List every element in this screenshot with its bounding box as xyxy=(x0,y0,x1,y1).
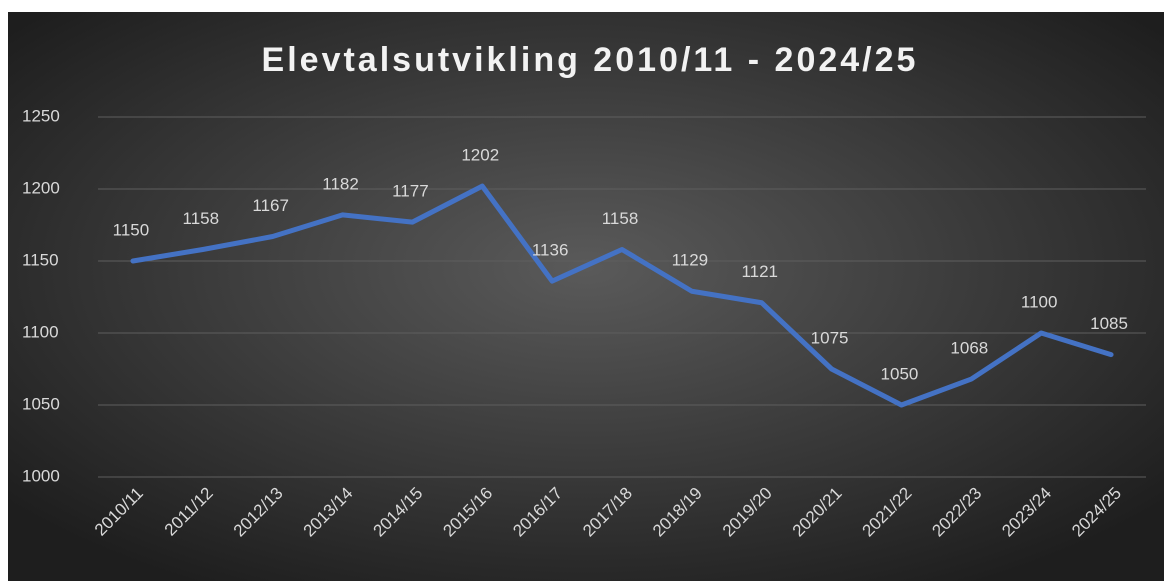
data-label: 1085 xyxy=(1090,314,1128,333)
y-tick-label: 1150 xyxy=(22,250,59,269)
data-label: 1202 xyxy=(461,146,499,165)
data-label: 1075 xyxy=(811,328,849,347)
data-label: 1150 xyxy=(113,220,150,239)
data-label: 1177 xyxy=(392,182,429,201)
chart-background xyxy=(8,12,1164,581)
data-label: 1136 xyxy=(532,241,569,260)
y-tick-label: 1000 xyxy=(22,466,60,485)
y-tick-label: 1050 xyxy=(22,394,60,413)
data-label: 1167 xyxy=(252,196,289,215)
data-label: 1100 xyxy=(1021,292,1058,311)
data-label: 1182 xyxy=(322,174,359,193)
line xyxy=(130,183,1114,408)
data-label: 1050 xyxy=(881,364,919,383)
data-label: 1121 xyxy=(741,262,778,281)
y-tick-label: 1200 xyxy=(22,178,60,197)
data-label: 1158 xyxy=(602,209,639,228)
data-label: 1068 xyxy=(950,339,988,358)
y-tick-label: 1100 xyxy=(22,322,59,341)
chart-title: Elevtalsutvikling 2010/11 - 2024/25 xyxy=(262,41,919,79)
y-tick-label: 1250 xyxy=(22,106,60,125)
data-label: 1129 xyxy=(672,251,709,270)
data-label: 1158 xyxy=(183,209,220,228)
